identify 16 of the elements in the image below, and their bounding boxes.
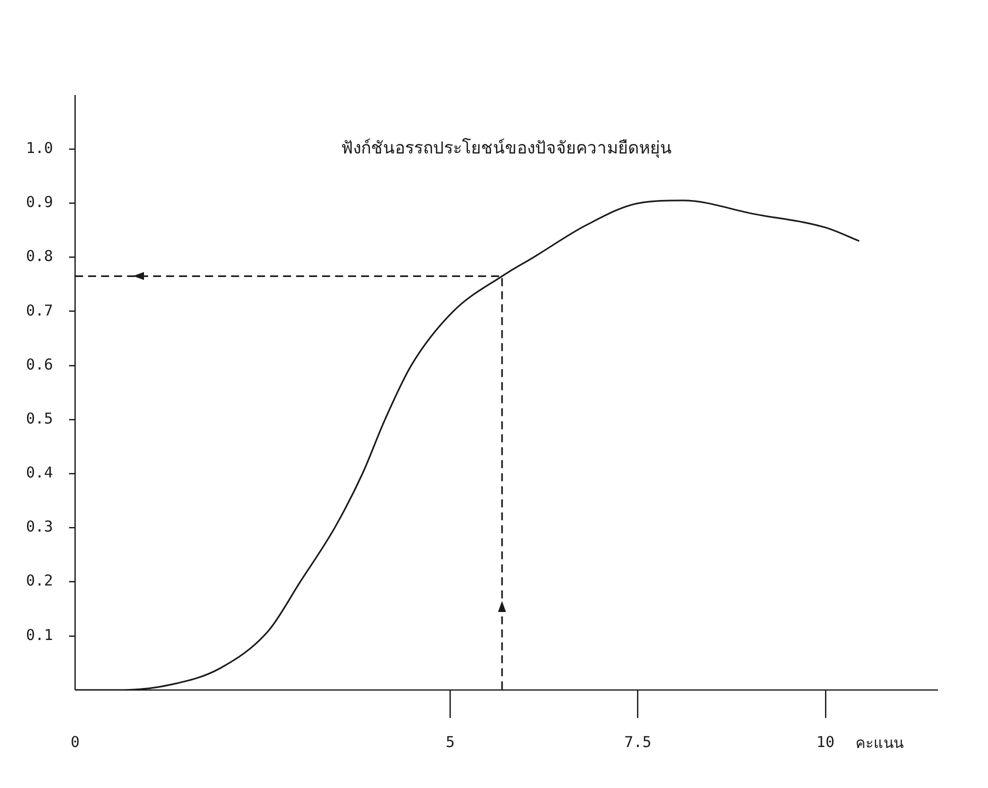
x-tick-label: 7.5 [624,732,652,751]
y-tick-label: 0.6 [26,355,54,374]
y-tick-label: 0.5 [26,409,54,428]
y-tick-label: 0.7 [26,301,54,320]
y-tick-label: 0.3 [26,518,54,536]
y-tick-label: 0.2 [26,572,54,590]
x-tick-label: 5 [446,732,455,751]
x-tick-label: 0 [70,732,80,751]
y-tick-label: 0.1 [26,626,54,644]
y-tick-label: 1.0 [26,138,54,157]
x-axis-title: คะแนน [855,734,904,752]
y-tick-label: 0.4 [26,464,54,482]
y-tick-label: 0.9 [26,193,54,212]
y-tick-label: 0.8 [26,247,54,266]
x-tick-label: 10 [816,732,834,751]
text: ฟังก์ชันอรรถประโยชน์ของปัจจัยความยืดหยุ่น [341,138,672,159]
